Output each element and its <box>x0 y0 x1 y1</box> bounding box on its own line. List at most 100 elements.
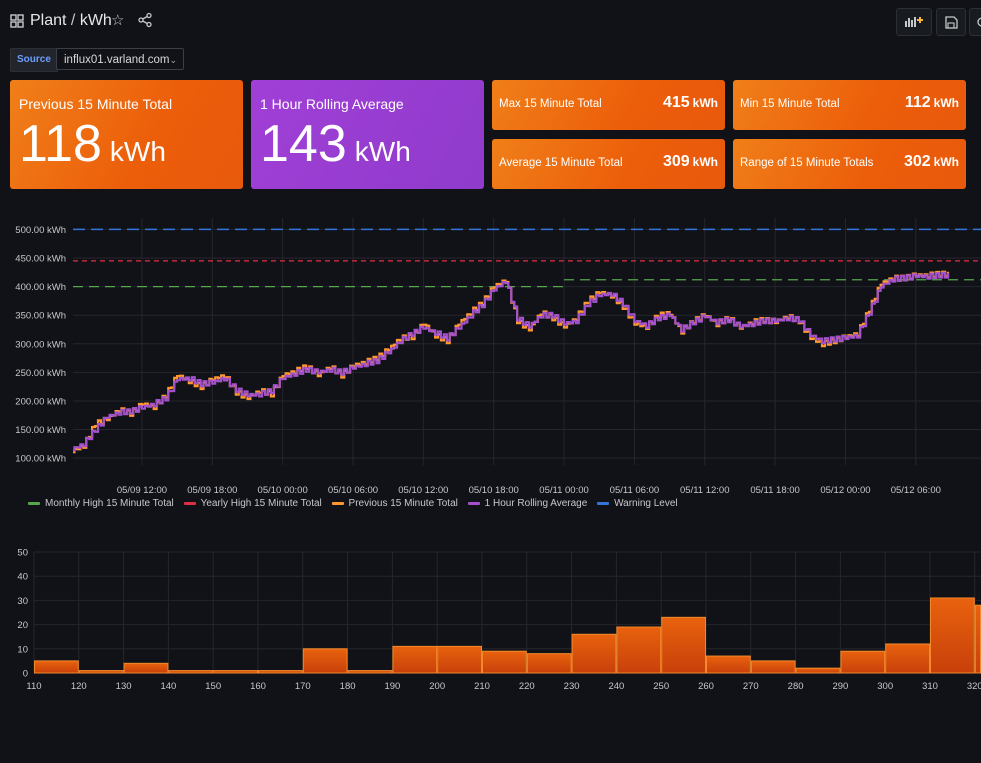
x-tick-label: 250 <box>653 681 669 692</box>
legend-swatch <box>28 501 40 505</box>
histogram-bar[interactable] <box>706 655 751 674</box>
x-tick-label: 05/10 06:00 <box>328 485 378 496</box>
x-tick-label: 160 <box>250 681 266 692</box>
x-tick-label: 140 <box>160 681 176 692</box>
stat-label: 1 Hour Rolling Average <box>260 96 404 112</box>
histogram-bar[interactable] <box>750 660 796 674</box>
histogram-bar[interactable] <box>930 597 975 674</box>
legend-swatch <box>467 501 480 505</box>
y-tick-label: 100.00 kWh <box>15 454 66 465</box>
dashboard-title[interactable]: kWh <box>79 12 112 29</box>
kwh-histogram-chart[interactable]: 0 10 20 30 40 50 110 120 130 140 150 160 170 180 190 20… <box>0 540 981 700</box>
legend-label: 1 Hour Rolling Average <box>484 498 588 509</box>
legend-label: Monthly High 15 Minute Total <box>45 498 174 509</box>
y-tick-label: 30 <box>17 596 28 607</box>
chevron-down-icon: ⌄ <box>169 55 177 65</box>
save-dashboard-button[interactable] <box>936 8 966 36</box>
x-tick-label: 120 <box>71 681 87 692</box>
x-tick-label: 210 <box>474 681 490 692</box>
y-tick-label: 500.00 kWh <box>15 225 66 236</box>
legend-swatch <box>331 501 344 505</box>
histogram-bar[interactable] <box>34 660 79 674</box>
histogram-bar[interactable] <box>213 670 258 674</box>
x-tick-label: 05/11 00:00 <box>539 485 588 496</box>
add-panel-button[interactable] <box>896 8 932 36</box>
stat-average-15-minute-total[interactable]: Average 15 Minute Total 309 kWh <box>492 139 725 189</box>
stat-max-15-minute-total[interactable]: Max 15 Minute Total 415 kWh <box>492 80 725 130</box>
y-tick-label: 20 <box>17 620 28 631</box>
x-tick-label: 220 <box>519 681 535 692</box>
histogram-bar[interactable] <box>78 670 124 674</box>
stat-range-of-15-minute-totals[interactable]: Range of 15 Minute Totals 302 kWh <box>733 139 966 189</box>
legend-item-1-hour-rolling-average[interactable]: 1 Hour Rolling Average <box>467 498 588 509</box>
stat-value: 143 <box>260 115 347 173</box>
breadcrumb-folder[interactable]: Plant <box>30 12 67 29</box>
stat-1-hour-rolling-average[interactable]: 1 Hour Rolling Average 143 kWh <box>251 80 484 189</box>
breadcrumb[interactable]: Plant / kWh <box>30 12 112 30</box>
stat-unit: kWh <box>933 96 959 110</box>
kwh-time-series-chart[interactable]: 100.00 kWh 150.00 kWh 200.00 kWh 250.00 kWh… <box>0 200 981 500</box>
histogram-bar[interactable] <box>123 662 169 674</box>
star-icon[interactable]: ☆ <box>111 12 125 29</box>
histogram-bar[interactable] <box>258 670 303 674</box>
histogram-bar[interactable] <box>840 650 886 674</box>
x-tick-label: 280 <box>788 681 804 692</box>
source-variable-value: influx01.varland.com <box>64 54 170 66</box>
y-tick-label: 150.00 kWh <box>15 425 66 436</box>
legend-item-previous-15-minute-total[interactable]: Previous 15 Minute Total <box>331 498 458 509</box>
histogram-bar[interactable] <box>885 643 931 674</box>
legend-item-warning-level[interactable]: Warning Level <box>597 498 678 509</box>
x-tick-label: 230 <box>564 681 580 692</box>
y-tick-label: 300.00 kWh <box>15 339 66 350</box>
stat-unit: kWh <box>354 136 411 167</box>
histogram-bar[interactable] <box>392 645 438 674</box>
x-tick-label: 320 <box>967 681 981 692</box>
x-tick-label: 240 <box>608 681 624 692</box>
y-tick-label: 400.00 kWh <box>15 282 66 293</box>
legend-label: Previous 15 Minute Total <box>348 498 458 509</box>
histogram-bar[interactable] <box>571 633 617 674</box>
histogram-bar[interactable] <box>526 653 572 674</box>
histogram-bar[interactable] <box>795 667 841 674</box>
x-tick-label: 150 <box>205 681 221 692</box>
y-tick-label: 350.00 kWh <box>15 311 66 322</box>
histogram-bar[interactable] <box>482 650 527 674</box>
stat-value: 112 <box>904 94 931 111</box>
stat-value: 302 <box>903 153 931 170</box>
histogram-bar[interactable] <box>616 626 662 674</box>
legend-label: Yearly High 15 Minute Total <box>200 498 322 509</box>
y-tick-label: 40 <box>17 572 28 583</box>
x-tick-label: 05/10 12:00 <box>398 485 448 496</box>
x-tick-label: 200 <box>429 681 445 692</box>
legend-item-yearly-high[interactable]: Yearly High 15 Minute Total <box>183 498 322 509</box>
x-tick-label: 300 <box>877 681 893 692</box>
histogram-bar[interactable] <box>302 648 348 674</box>
x-tick-label: 05/11 06:00 <box>610 485 659 496</box>
x-tick-label: 130 <box>116 681 132 692</box>
histogram-bar[interactable] <box>168 670 214 674</box>
legend-item-monthly-high[interactable]: Monthly High 15 Minute Total <box>28 498 174 509</box>
dashboard-settings-button[interactable] <box>969 8 981 36</box>
stat-label: Min 15 Minute Total <box>740 98 840 110</box>
y-tick-label: 250.00 kWh <box>15 368 66 379</box>
stat-label: Average 15 Minute Total <box>499 157 623 169</box>
x-tick-label: 05/11 18:00 <box>750 485 799 496</box>
dashboard-navbar: Plant / kWh ☆ <box>0 0 981 44</box>
legend-swatch <box>183 501 196 505</box>
y-tick-label: 200.00 kWh <box>15 396 66 407</box>
y-tick-label: 450.00 kWh <box>15 254 66 265</box>
x-tick-label: 05/10 18:00 <box>469 485 519 496</box>
stat-label: Range of 15 Minute Totals <box>740 157 874 169</box>
settings-icon <box>977 17 981 27</box>
stat-min-15-minute-total[interactable]: Min 15 Minute Total 112 kWh <box>733 80 966 130</box>
stat-unit: kWh <box>109 136 166 167</box>
stat-previous-15-minute-total[interactable]: Previous 15 Minute Total 118 kWh <box>10 80 243 189</box>
share-icon[interactable] <box>137 12 153 28</box>
histogram-bar[interactable] <box>974 604 981 674</box>
histogram-bar[interactable] <box>347 670 393 674</box>
x-tick-label: 110 <box>26 681 41 692</box>
y-tick-label: 0 <box>23 669 28 680</box>
source-variable-select[interactable]: influx01.varland.com ⌄ <box>56 48 184 70</box>
histogram-bar[interactable] <box>437 645 483 674</box>
histogram-bar[interactable] <box>661 616 707 674</box>
